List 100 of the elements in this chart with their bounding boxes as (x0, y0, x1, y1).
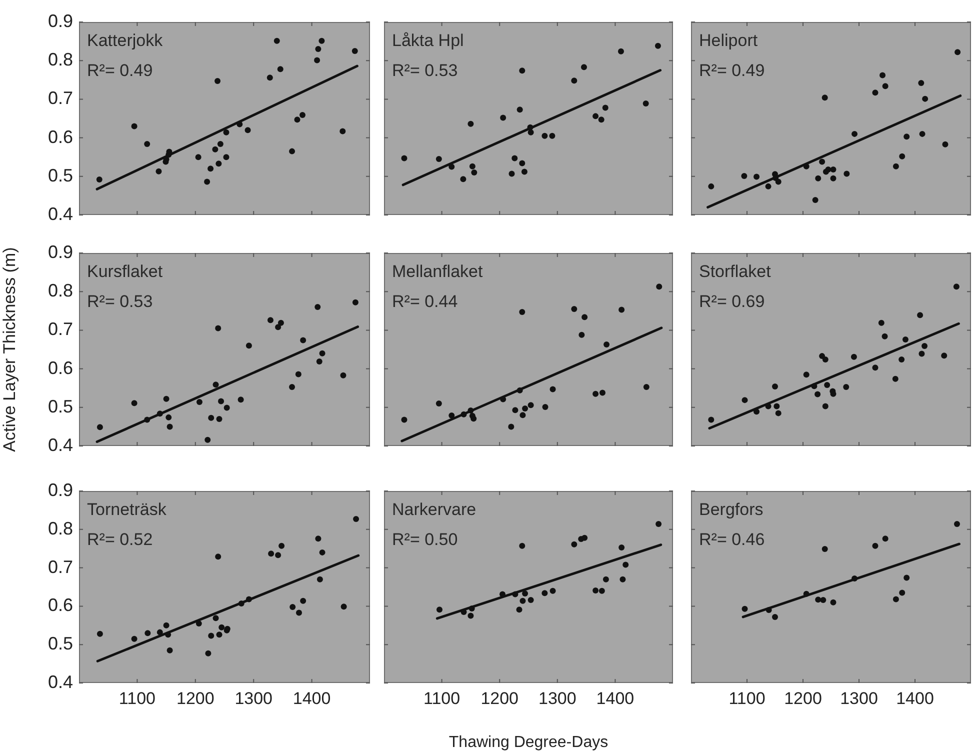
y-tick-label: 0.6 (48, 358, 73, 378)
point (844, 170, 850, 177)
point (582, 534, 588, 541)
point (830, 166, 836, 172)
point (602, 576, 609, 582)
point (850, 354, 857, 360)
point (469, 163, 476, 170)
point (550, 386, 556, 392)
point (214, 78, 221, 84)
point (919, 130, 926, 137)
point (542, 590, 548, 596)
x-tick-label: 1100 (118, 688, 156, 708)
point (314, 304, 321, 310)
point (204, 178, 210, 185)
y-tick-label: 0.7 (48, 556, 73, 577)
point (299, 112, 306, 118)
point (618, 48, 624, 54)
point (954, 521, 960, 528)
point (508, 170, 515, 177)
point (519, 68, 526, 74)
point (166, 414, 172, 420)
text: Storflaket (699, 262, 772, 281)
point (500, 114, 506, 121)
point (941, 352, 948, 359)
point (295, 371, 302, 378)
point (401, 155, 408, 162)
point (766, 607, 772, 614)
point (892, 163, 899, 170)
y-axis-title: Active Layer Thickness (m) (0, 247, 19, 452)
point (267, 317, 274, 324)
point (208, 166, 214, 172)
text: Katterjokk (87, 31, 164, 50)
point (208, 632, 214, 639)
point (830, 175, 836, 182)
point (772, 384, 778, 390)
text: Torneträsk (87, 500, 167, 519)
y-tick-label: 0.8 (48, 280, 73, 301)
point (278, 320, 284, 326)
point (656, 284, 662, 290)
text: Narkervare (392, 500, 476, 519)
point (212, 382, 219, 388)
point (448, 164, 455, 170)
point (144, 416, 150, 423)
point (215, 325, 222, 332)
y-tick-label: 0.9 (48, 10, 73, 31)
y-tick-label: 0.8 (48, 50, 73, 70)
point (774, 403, 780, 410)
point (592, 113, 599, 120)
point (218, 398, 224, 404)
point (654, 42, 661, 49)
annotation: R²= 0.46 (699, 530, 765, 549)
point (196, 398, 202, 405)
x-tick-label: 1300 (840, 688, 878, 708)
point (516, 606, 522, 613)
point (223, 129, 230, 136)
point (300, 337, 306, 344)
point (656, 521, 662, 528)
point (742, 606, 748, 612)
point (275, 324, 282, 330)
point (468, 606, 475, 612)
point (318, 38, 325, 44)
point (156, 629, 163, 636)
point (622, 562, 629, 568)
point (300, 598, 306, 604)
point (953, 284, 960, 290)
point (96, 630, 103, 637)
point (822, 403, 828, 410)
point (163, 396, 170, 402)
point (340, 604, 347, 610)
point (516, 106, 523, 113)
point (741, 173, 748, 180)
point (852, 130, 858, 137)
point (131, 123, 138, 130)
point (599, 390, 606, 396)
x-axis-title: Thawing Degree-Days (448, 734, 608, 751)
y-tick-label: 0.4 (48, 434, 73, 455)
point (917, 312, 924, 318)
point (512, 591, 518, 598)
point (520, 598, 526, 604)
text: Bergfors (699, 500, 764, 519)
point (352, 299, 358, 306)
point (542, 132, 548, 139)
point (775, 178, 782, 185)
point (436, 156, 442, 162)
point (878, 320, 884, 326)
annotation: R²= 0.53 (392, 61, 458, 80)
point (830, 599, 836, 606)
y-tick-label: 0.5 (48, 634, 73, 654)
point (216, 160, 222, 167)
point (880, 72, 886, 78)
point (582, 314, 588, 320)
point (266, 74, 273, 81)
point (820, 597, 826, 604)
point (754, 408, 760, 415)
point (316, 358, 322, 364)
point (448, 412, 455, 419)
point (319, 350, 326, 356)
point (519, 542, 526, 549)
x-tick-label: 1400 (596, 688, 634, 708)
point (519, 309, 526, 316)
